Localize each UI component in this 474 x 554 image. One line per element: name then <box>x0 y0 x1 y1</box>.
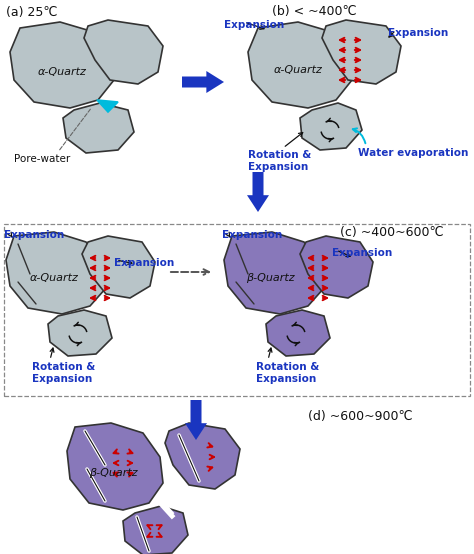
Polygon shape <box>84 20 163 84</box>
Polygon shape <box>97 100 118 112</box>
Text: α-Quartz: α-Quartz <box>38 67 87 77</box>
Text: Water evaporation: Water evaporation <box>358 148 468 158</box>
Polygon shape <box>322 20 401 84</box>
Polygon shape <box>182 71 224 93</box>
Polygon shape <box>48 310 112 356</box>
Text: Expansion: Expansion <box>114 258 174 268</box>
Text: (b) < ~400℃: (b) < ~400℃ <box>272 5 356 18</box>
Text: Expansion: Expansion <box>4 230 64 240</box>
Polygon shape <box>185 400 207 440</box>
Polygon shape <box>10 22 114 108</box>
Text: (d) ~600~900℃: (d) ~600~900℃ <box>308 410 412 423</box>
Text: β-Quartz: β-Quartz <box>89 468 137 478</box>
Text: Expansion: Expansion <box>222 230 282 240</box>
Polygon shape <box>300 236 373 298</box>
Text: (a) 25℃: (a) 25℃ <box>6 6 57 19</box>
Text: α-Quartz: α-Quartz <box>30 273 79 283</box>
Polygon shape <box>82 236 155 298</box>
Polygon shape <box>63 103 134 153</box>
Polygon shape <box>165 423 240 489</box>
Polygon shape <box>248 22 352 108</box>
Text: (c) ~400~600℃: (c) ~400~600℃ <box>340 226 444 239</box>
Text: β-Quartz: β-Quartz <box>246 273 295 283</box>
Polygon shape <box>224 232 324 314</box>
Text: Expansion: Expansion <box>388 28 448 38</box>
Polygon shape <box>123 506 188 554</box>
Polygon shape <box>247 172 269 212</box>
Text: α-Quartz: α-Quartz <box>274 65 323 75</box>
Polygon shape <box>300 103 362 150</box>
Text: Expansion: Expansion <box>332 248 392 258</box>
Text: Rotation &
Expansion: Rotation & Expansion <box>256 362 319 383</box>
Polygon shape <box>67 423 163 510</box>
Text: Pore-water: Pore-water <box>14 154 70 164</box>
Text: Expansion: Expansion <box>224 20 284 30</box>
Text: Rotation &
Expansion: Rotation & Expansion <box>32 362 95 383</box>
Polygon shape <box>6 232 106 314</box>
Polygon shape <box>266 310 330 356</box>
Text: Rotation &
Expansion: Rotation & Expansion <box>248 150 311 172</box>
